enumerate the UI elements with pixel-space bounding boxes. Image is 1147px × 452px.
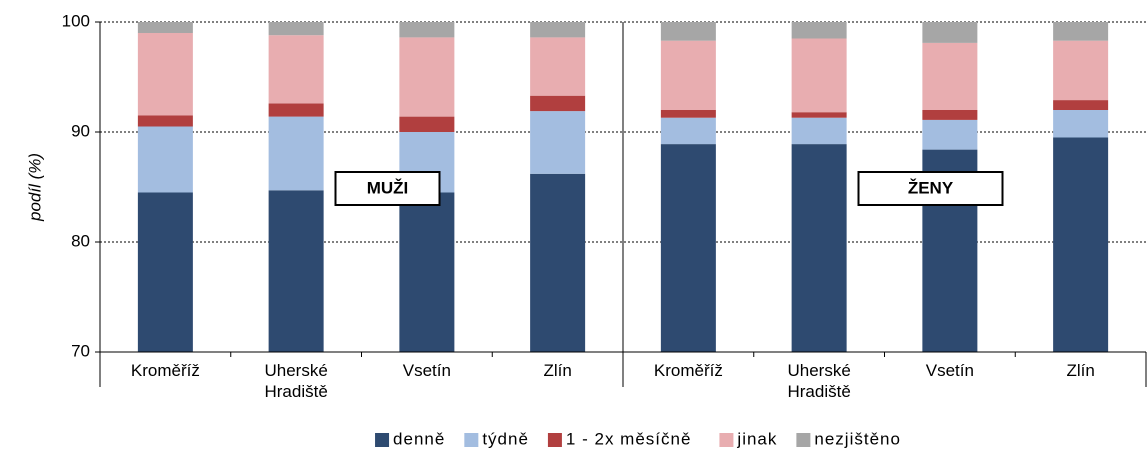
bar-segment	[399, 116, 455, 132]
bar-segment	[399, 22, 455, 38]
bar-segment	[530, 173, 586, 352]
x-tick-label: Vsetín	[403, 361, 451, 380]
legend-label: jinak	[736, 429, 777, 448]
bar-segment	[137, 192, 193, 352]
x-tick-label: Zlín	[1066, 361, 1094, 380]
bar-segment	[660, 40, 716, 111]
legend-label: nezjištěno	[814, 429, 901, 448]
bar-segment	[530, 37, 586, 96]
bar-segment	[268, 116, 324, 191]
bar-segment	[399, 37, 455, 117]
bar-segment	[791, 117, 847, 145]
bar-segment	[1053, 22, 1109, 41]
bar-segment	[791, 112, 847, 118]
bar-segment	[268, 22, 324, 36]
bar-segment	[1053, 100, 1109, 110]
bar-segment	[268, 103, 324, 117]
legend-swatch	[464, 433, 479, 447]
bar-segment	[922, 119, 978, 150]
bar-segment	[530, 22, 586, 38]
legend-swatch	[375, 433, 390, 447]
bar-segment	[660, 144, 716, 352]
x-tick-label: Kroměříž	[654, 361, 723, 380]
y-tick-label: 90	[71, 121, 90, 140]
bar-segment	[660, 110, 716, 118]
bar-segment	[268, 190, 324, 352]
annotation-box	[334, 171, 441, 206]
x-tick-label: Uherské Hradiště	[264, 361, 327, 401]
bar-segment	[1053, 137, 1109, 352]
legend-swatch	[547, 433, 562, 447]
annotation: ŽENY	[908, 178, 954, 197]
y-tick-label: 80	[71, 231, 90, 250]
bar-segment	[1053, 40, 1109, 101]
bar-segment	[399, 192, 455, 352]
x-tick-label: Kroměříž	[131, 361, 200, 380]
annotation: MUŽI	[367, 178, 409, 197]
y-tick-label: 100	[62, 11, 90, 30]
bar-segment	[791, 22, 847, 39]
bar-segment	[922, 42, 978, 110]
bar-segment	[137, 22, 193, 33]
bar-segment	[137, 33, 193, 116]
annotation-box	[857, 171, 1004, 206]
bar-segment	[922, 22, 978, 43]
bar-segment	[660, 22, 716, 41]
bar-segment	[1053, 110, 1109, 138]
y-tick-label: 70	[71, 341, 90, 360]
bar-segment	[791, 144, 847, 352]
legend-swatch	[719, 433, 734, 447]
x-tick-label: Vsetín	[926, 361, 974, 380]
bar-segment	[530, 111, 586, 174]
bar-segment	[268, 35, 324, 104]
bar-segment	[660, 117, 716, 145]
legend-label: týdně	[482, 429, 529, 448]
x-tick-label: Zlín	[543, 361, 571, 380]
bar-segment	[791, 38, 847, 113]
bar-segment	[922, 110, 978, 120]
x-tick-label: Uherské Hradiště	[787, 361, 850, 401]
legend-label: denně	[393, 429, 445, 448]
legend-label: 1 - 2x měsíčně	[566, 429, 692, 448]
y-axis-label: podíl (%)	[25, 153, 44, 222]
legend-swatch	[796, 433, 811, 447]
bar-segment	[137, 115, 193, 127]
bar-segment	[137, 126, 193, 193]
bar-segment	[530, 95, 586, 112]
